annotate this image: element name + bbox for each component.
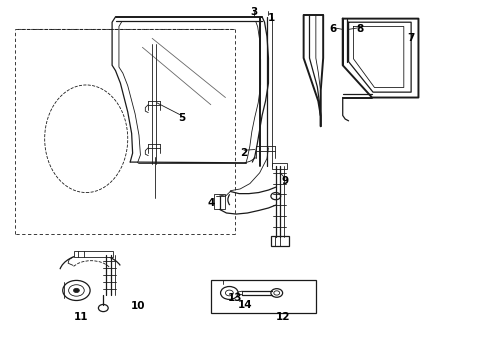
Text: 8: 8 (356, 24, 364, 35)
Text: 7: 7 (408, 33, 415, 43)
Text: 4: 4 (207, 198, 215, 208)
Text: 5: 5 (178, 113, 185, 123)
Text: 13: 13 (228, 293, 243, 303)
Text: 6: 6 (329, 24, 337, 35)
Text: 14: 14 (238, 300, 252, 310)
Bar (74, 251, 113, 257)
Text: 12: 12 (276, 312, 291, 322)
Text: 2: 2 (241, 148, 247, 158)
Text: 3: 3 (250, 7, 257, 17)
Text: 10: 10 (131, 301, 146, 311)
Bar (272, 163, 287, 169)
Text: 11: 11 (74, 312, 89, 322)
Bar (214, 194, 225, 209)
Circle shape (74, 288, 79, 293)
Text: 1: 1 (268, 13, 275, 23)
Bar (211, 280, 316, 313)
Text: 9: 9 (281, 176, 289, 186)
Bar (271, 236, 290, 246)
